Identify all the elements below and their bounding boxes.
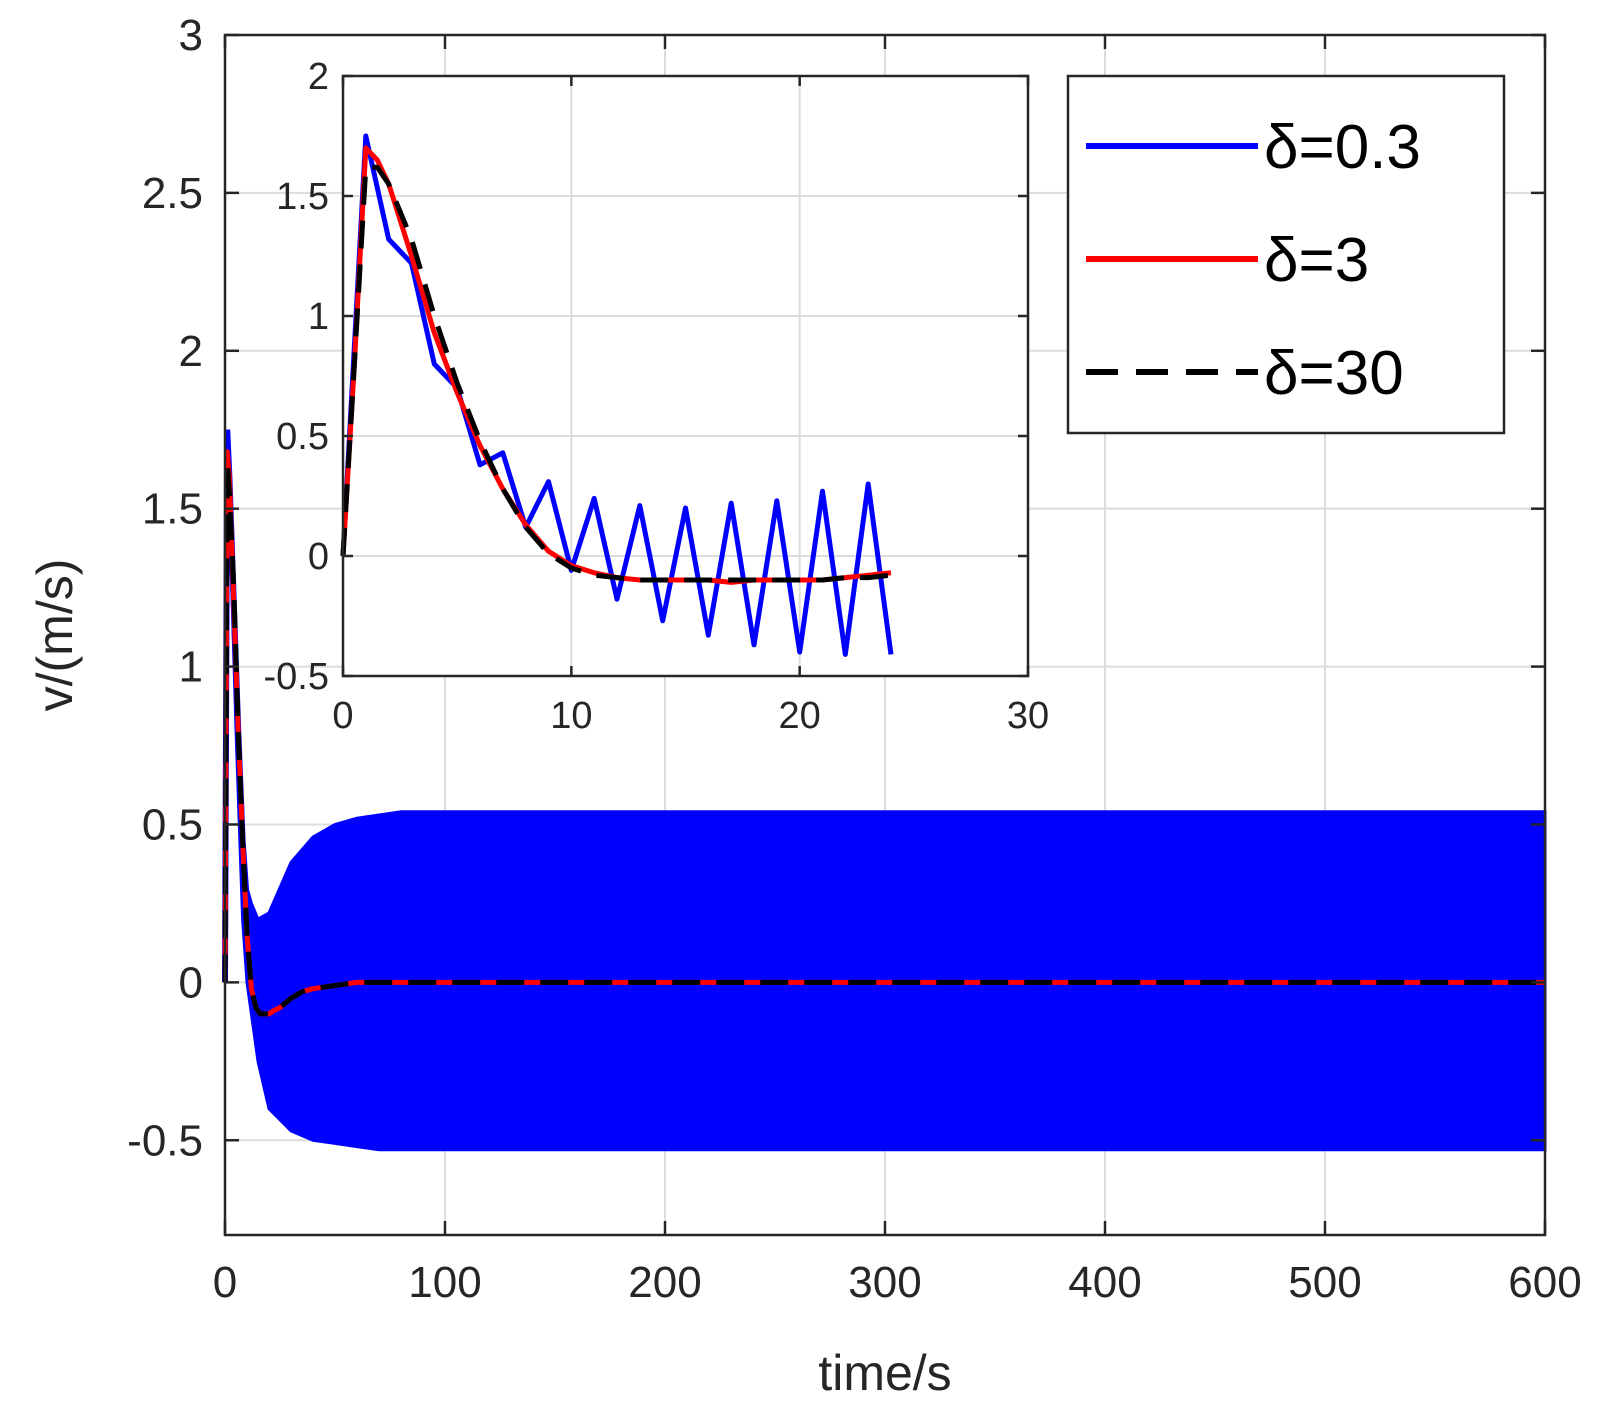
legend-label: δ=3 (1264, 226, 1369, 295)
inset-series-delta-30-line (340, 164, 892, 583)
main-xtick-label: 300 (848, 1258, 921, 1307)
main-ytick-label: 3 (179, 11, 203, 60)
inset-series-delta-0.3-line (340, 133, 894, 657)
legend-label: δ=0.3 (1264, 113, 1421, 182)
inset-xtick-label: 10 (550, 695, 592, 737)
main-xtick-label: 100 (408, 1258, 481, 1307)
inset-ytick-label: 0 (308, 536, 329, 578)
legend-label: δ=30 (1264, 339, 1404, 408)
inset-xtick-label: 20 (779, 695, 821, 737)
x-axis-label: time/s (818, 1345, 951, 1401)
inset-ytick-label: 2 (308, 56, 329, 98)
series-delta-30-line (222, 458, 1545, 1017)
main-ytick-label: -0.5 (127, 1116, 203, 1165)
inset-ytick-label: -0.5 (264, 656, 329, 698)
legend: δ=0.3 δ=3 δ=30 (1066, 74, 1506, 435)
inset-ytick-label: 1.5 (276, 176, 329, 218)
inset-ytick-label: 0.5 (276, 416, 329, 458)
main-ytick-label: 1 (179, 643, 203, 692)
main-ytick-label: 2 (179, 327, 203, 376)
main-ytick-label: 2.5 (142, 169, 203, 218)
inset-plot: 0 10 20 30-0.500.511.52 (264, 56, 1050, 737)
main-ytick-label: 0.5 (142, 800, 203, 849)
inset-frame (341, 74, 1030, 678)
inset-xtick-label: 0 (332, 695, 353, 737)
main-ytick-label: 0 (179, 958, 203, 1007)
main-xtick-label: 200 (628, 1258, 701, 1307)
main-ytick-label: 1.5 (142, 485, 203, 534)
main-xtick-label: 600 (1508, 1258, 1581, 1307)
main-xtick-label: 500 (1288, 1258, 1361, 1307)
main-xtick-label: 0 (213, 1258, 237, 1307)
inset-ytick-label: 1 (308, 296, 329, 338)
y-axis-label: v/(m/s) (27, 559, 83, 712)
main-xtick-label: 400 (1068, 1258, 1141, 1307)
inset-xtick-label: 30 (1007, 695, 1049, 737)
